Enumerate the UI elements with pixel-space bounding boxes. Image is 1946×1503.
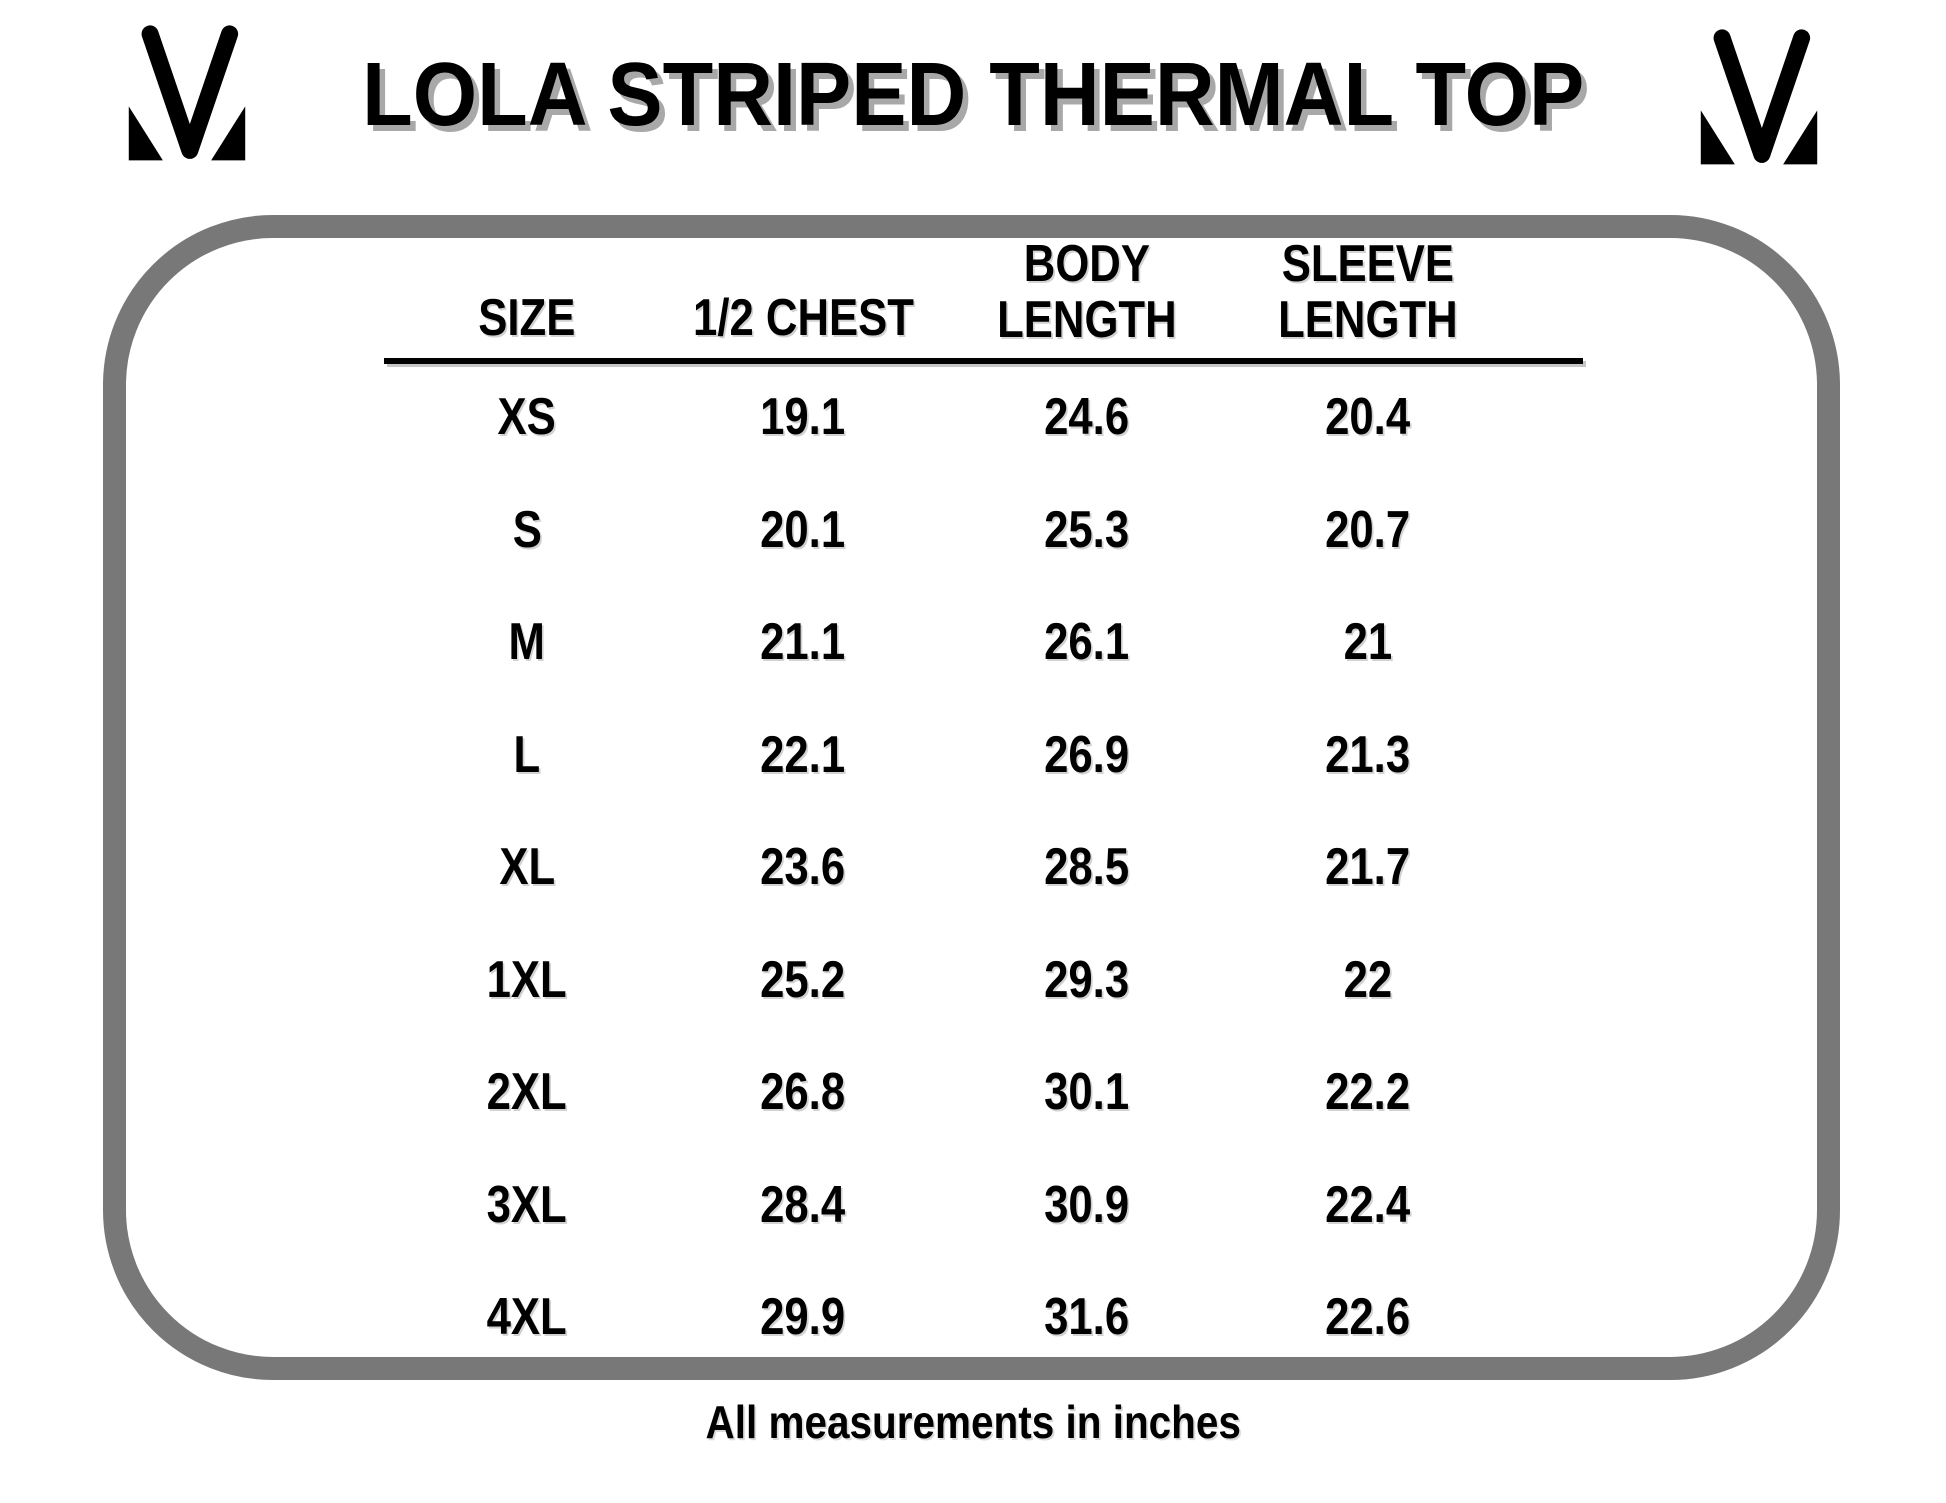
body-length-value: 25.3: [1044, 500, 1130, 559]
half-chest-value: 22.1: [760, 725, 846, 784]
half-chest-value: 28.4: [760, 1175, 846, 1234]
size-chart-panel: [103, 215, 1840, 1380]
brand-monogram-mv-icon: [1700, 29, 1818, 165]
body-length-value: 31.6: [1044, 1288, 1130, 1347]
size-label: XS: [497, 388, 557, 447]
body-length-value: 30.9: [1044, 1175, 1130, 1234]
sleeve-length-value: 22.2: [1324, 1063, 1411, 1122]
sleeve-length-value: 22: [1343, 950, 1392, 1009]
size-label: 1XL: [486, 950, 568, 1009]
title-bar: LOLA STRIPED THERMAL TOP: [0, 20, 1946, 170]
body-length-value: 29.3: [1044, 950, 1130, 1009]
sleeve-length-value: 21.3: [1324, 725, 1411, 784]
half-chest-value: 23.6: [760, 838, 846, 897]
half-chest-value: 29.9: [760, 1288, 846, 1347]
col-header-sleeve-length: SLEEVE LENGTH: [1277, 235, 1458, 350]
half-chest-value: 25.2: [760, 950, 846, 1009]
col-header-size: SIZE: [478, 289, 576, 348]
header-divider-line: [384, 358, 1583, 364]
sleeve-length-value: 22.6: [1324, 1288, 1411, 1347]
sleeve-length-value: 21: [1343, 613, 1392, 672]
body-length-value: 28.5: [1044, 838, 1130, 897]
size-label: 3XL: [486, 1175, 568, 1234]
sleeve-length-value: 22.4: [1324, 1175, 1411, 1234]
half-chest-value: 19.1: [760, 388, 846, 447]
sleeve-length-value: 21.7: [1324, 838, 1411, 897]
col-header-half-chest: 1/2 CHEST: [692, 289, 914, 348]
half-chest-value: 20.1: [760, 500, 846, 559]
size-label: 2XL: [486, 1063, 568, 1122]
size-label: M: [508, 613, 546, 672]
size-label: 4XL: [486, 1288, 568, 1347]
half-chest-value: 21.1: [760, 613, 846, 672]
sleeve-length-value: 20.4: [1324, 388, 1411, 447]
half-chest-value: 26.8: [760, 1063, 846, 1122]
measurements-units-note: All measurements in inches: [705, 1396, 1241, 1448]
body-length-value: 30.1: [1044, 1063, 1130, 1122]
size-label: XL: [499, 838, 555, 897]
body-length-value: 26.1: [1044, 613, 1130, 672]
body-length-value: 26.9: [1044, 725, 1130, 784]
col-header-body-length: BODY LENGTH: [997, 235, 1177, 350]
size-label: S: [512, 500, 542, 559]
size-table-header: SIZE 1/2 CHEST BODY LENGTH SLEEVE LENGTH: [392, 236, 1505, 358]
body-length-value: 24.6: [1044, 388, 1130, 447]
brand-monogram-mv-icon: [128, 25, 246, 161]
page-title: LOLA STRIPED THERMAL TOP: [361, 44, 1585, 145]
sleeve-length-value: 20.7: [1324, 500, 1411, 559]
size-label: L: [513, 725, 541, 784]
size-table-body: XS 19.1 24.6 20.4 S 20.1 25.3 20.7 M 21.…: [392, 361, 1505, 1374]
